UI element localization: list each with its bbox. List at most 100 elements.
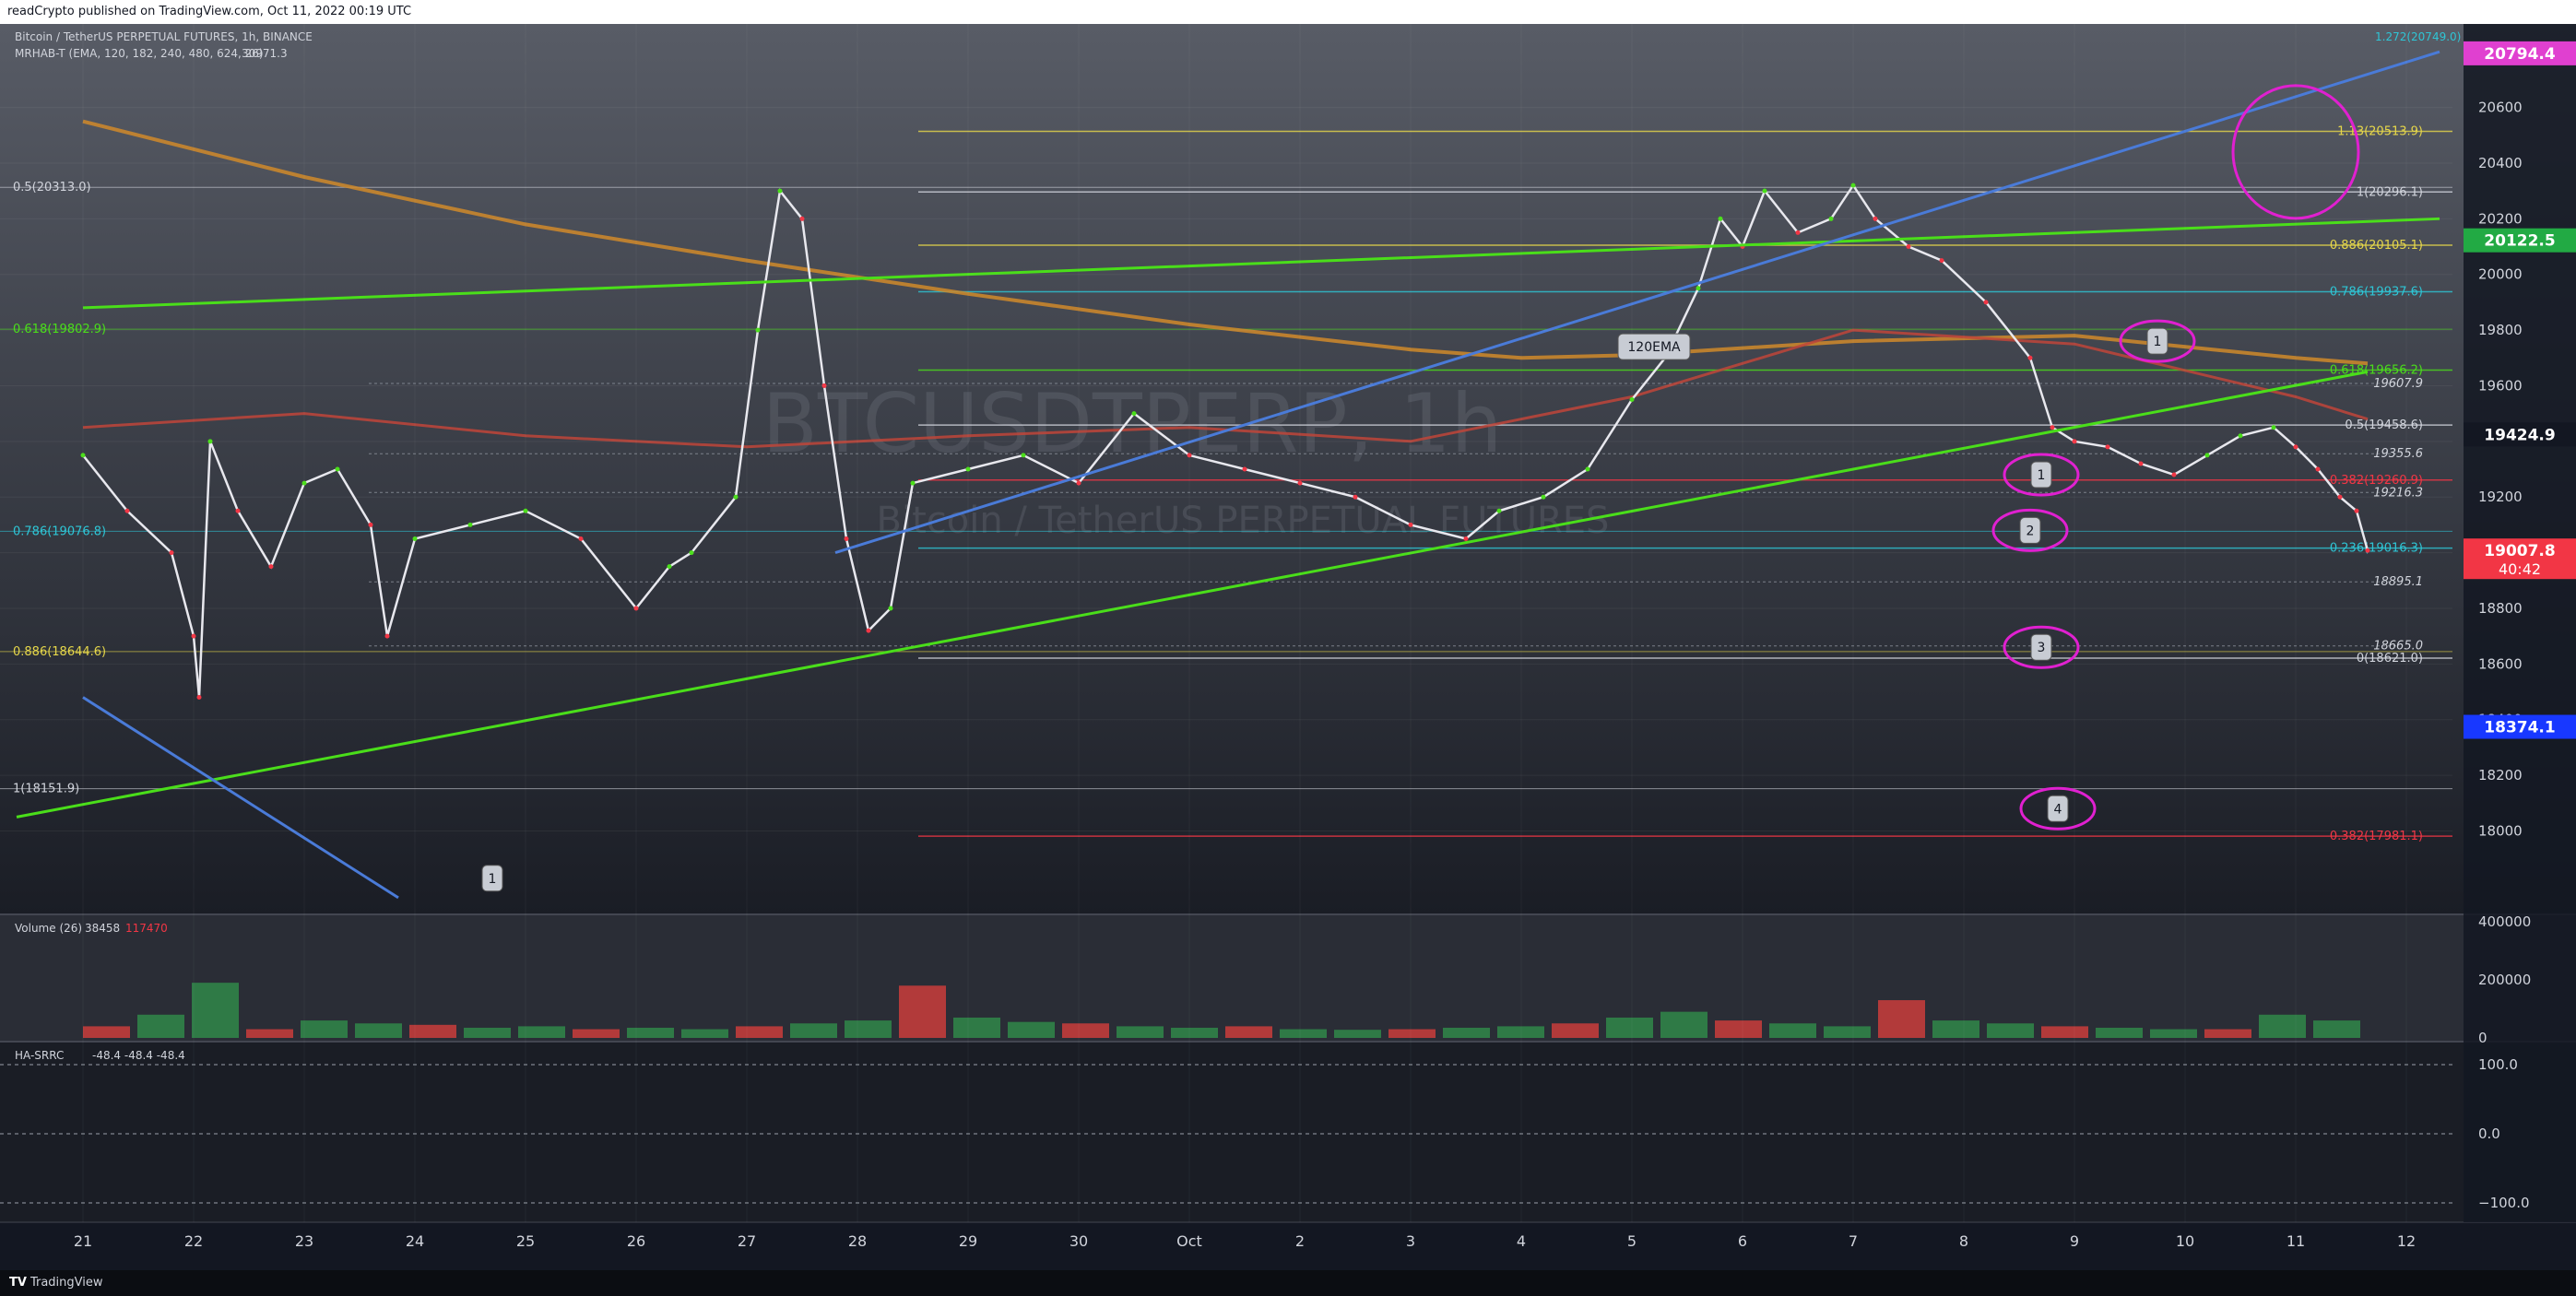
volume-bar [2041, 1026, 2088, 1038]
annotation-label: 120EMA [1627, 340, 1681, 355]
annotation-label: 4 [2054, 802, 2062, 817]
time-axis-tick-label: 4 [1517, 1232, 1526, 1250]
legend-volume-label: Volume (26) [15, 922, 82, 935]
price-point [523, 508, 528, 513]
ema-120-line [82, 328, 2369, 449]
time-axis-tick-label: 22 [184, 1232, 203, 1250]
price-point [2365, 548, 2370, 553]
time-axis-tick-label: 27 [738, 1232, 756, 1250]
magenta-circle-annotation [2231, 84, 2360, 220]
horizontal-level-label: 18895.1 [2373, 575, 2423, 589]
price-point [80, 453, 86, 458]
volume-pane-bg [0, 914, 2576, 1042]
price-point [1873, 216, 1878, 221]
time-axis-tick-label: 30 [1069, 1232, 1088, 1250]
price-point [1850, 183, 1856, 188]
price-point [888, 606, 893, 611]
legend-oscillator-label: HA-SRRC [15, 1049, 64, 1062]
price-point [1696, 286, 1701, 291]
price-point [689, 550, 694, 556]
legend-oscillator-values: -48.4 -48.4 -48.4 [92, 1049, 185, 1062]
fib-level-label: 0(18621.0) [2357, 652, 2423, 666]
volume-bar [1497, 1026, 1544, 1038]
price-point [821, 383, 827, 388]
footer-bar: TV TradingView [0, 1270, 2576, 1296]
price-point [2238, 433, 2243, 439]
volume-bar [1606, 1017, 1653, 1038]
price-label-box [2464, 538, 2576, 580]
fib-level-label: 0.886(18644.6) [13, 645, 106, 659]
annotation-label: 3 [2038, 641, 2046, 655]
price-point [191, 633, 196, 639]
price-point [1496, 508, 1502, 513]
price-point [844, 536, 849, 541]
volume-bar [83, 1026, 130, 1038]
volume-bar [1715, 1020, 1762, 1038]
volume-bar [736, 1026, 783, 1038]
time-axis-tick-label: 12 [2397, 1232, 2416, 1250]
volume-bar [899, 985, 946, 1038]
horizontal-level-label: 19355.6 [2373, 447, 2423, 461]
fib-level-label: 1(18151.9) [13, 783, 79, 796]
price-point [667, 564, 672, 570]
countdown-label: 40:42 [2499, 560, 2541, 578]
price-label-box [2464, 422, 2576, 447]
price-point [368, 522, 373, 527]
price-point [2337, 494, 2343, 500]
price-point [1939, 258, 1944, 264]
price-point [2293, 444, 2298, 450]
price-point [2171, 472, 2177, 477]
volume-bar [137, 1014, 184, 1038]
volume-bar [246, 1029, 293, 1038]
symbol-watermark: BTCUSDTPERP, 1h Bitcoin / TetherUS PERPE… [762, 376, 1610, 542]
price-axis-tick-label: 19800 [2478, 322, 2523, 338]
price-point [2138, 461, 2144, 466]
price-line [82, 183, 2369, 698]
price-point [1353, 494, 1358, 500]
price-point [1585, 466, 1590, 472]
volume-bar [1987, 1023, 2034, 1038]
annotation-box [2019, 516, 2041, 544]
price-axis-tick-label: 19200 [2478, 489, 2523, 505]
price-point [965, 466, 971, 472]
time-axis-tick-label: 11 [2286, 1232, 2305, 1250]
volume-bar [301, 1020, 348, 1038]
price-point [578, 536, 584, 541]
time-axis-tick-label: 29 [959, 1232, 977, 1250]
volume-bar [1932, 1020, 1979, 1038]
price-axis-tick-label: 18800 [2478, 600, 2523, 617]
published-bar: readCrypto published on TradingView.com,… [0, 0, 2576, 24]
price-point [196, 695, 202, 701]
fib-level-label: 0.5(19458.6) [2345, 418, 2423, 432]
volume-bar [1334, 1030, 1381, 1038]
volume-axis-tick-label: 0 [2478, 1030, 2487, 1046]
fib-level-label: 0.382(17981.1) [2330, 830, 2423, 843]
price-label: 20794.4 [2484, 45, 2556, 64]
time-axis-tick-label: 6 [1738, 1232, 1747, 1250]
legend-main-title: Bitcoin / TetherUS PERPETUAL FUTURES, 1h… [15, 30, 313, 43]
fib-level-label: 0.236(19016.3) [2330, 542, 2423, 556]
volume-bar [1660, 1011, 1707, 1038]
volume-bar [1225, 1026, 1272, 1038]
time-axis-tick-label: 5 [1627, 1232, 1637, 1250]
price-chart[interactable]: BTCUSDTPERP, 1h Bitcoin / TetherUS PERPE… [0, 24, 2576, 1270]
annotation-label: 1 [489, 872, 497, 887]
price-label: 18374.1 [2484, 719, 2555, 737]
volume-bar [1769, 1023, 1816, 1038]
price-pane-bg [0, 24, 2576, 914]
volume-bar [1824, 1026, 1871, 1038]
oscillator-axis-tick-label: 0.0 [2478, 1125, 2500, 1142]
price-point [755, 327, 761, 333]
price-point [910, 480, 916, 486]
time-axis-tick-label: 7 [1849, 1232, 1858, 1250]
legend-volume-value2: 117470 [125, 922, 168, 935]
fib-level-label: 1.13(20513.9) [2337, 125, 2423, 139]
blue-falling-trendline [82, 696, 399, 900]
price-point [169, 550, 174, 556]
fib-level-label: 1(20296.1) [2357, 185, 2423, 199]
price-point [2204, 453, 2210, 458]
blue-rising-trendline [834, 50, 2440, 554]
tradingview-logo-icon: TV [9, 1276, 27, 1290]
published-text: readCrypto published on TradingView.com,… [7, 5, 412, 18]
price-axis-tick-label: 20000 [2478, 266, 2523, 283]
